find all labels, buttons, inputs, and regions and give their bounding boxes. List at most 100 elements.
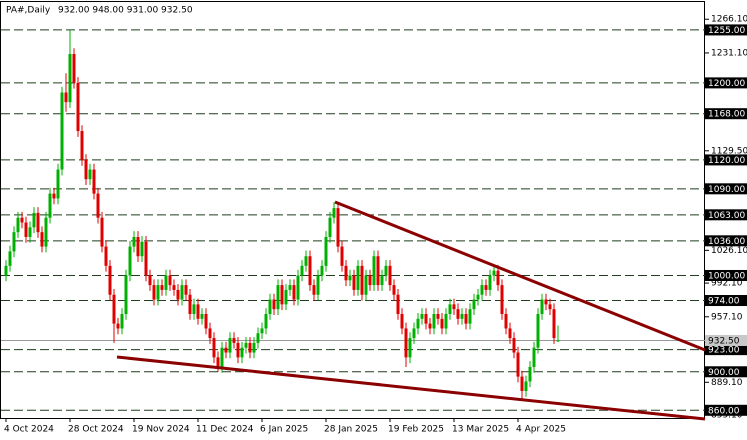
candle-body bbox=[412, 328, 416, 339]
price-box bbox=[705, 77, 747, 89]
candle-body bbox=[272, 299, 276, 310]
candle-body bbox=[296, 275, 300, 300]
x-tick-label: 13 Mar 2025 bbox=[452, 425, 509, 435]
candle-body bbox=[536, 314, 540, 348]
candle-body bbox=[308, 256, 312, 286]
candle-body bbox=[176, 289, 180, 300]
candle-body bbox=[116, 323, 120, 329]
candle-body bbox=[64, 92, 68, 103]
candle-body bbox=[328, 217, 332, 237]
candle-body bbox=[128, 246, 132, 276]
price-box bbox=[705, 295, 747, 307]
candle-body bbox=[92, 169, 96, 194]
candle-body bbox=[12, 232, 16, 252]
price-box bbox=[705, 183, 747, 195]
ohlc-text: 932.00 948.00 931.00 932.50 bbox=[58, 6, 193, 16]
candle-body bbox=[424, 314, 428, 324]
candle-body bbox=[548, 304, 552, 310]
candle-body bbox=[372, 256, 376, 286]
candle-body bbox=[148, 275, 152, 286]
candle-body bbox=[444, 314, 448, 329]
candle-body bbox=[108, 265, 112, 295]
x-tick-label: 28 Jan 2025 bbox=[324, 425, 378, 435]
upper-trendline bbox=[334, 200, 706, 352]
candle-body bbox=[464, 314, 468, 324]
candle-body bbox=[304, 256, 308, 266]
candle-body bbox=[112, 294, 116, 324]
candle-body bbox=[256, 333, 260, 343]
candle-body bbox=[156, 285, 160, 300]
candle-body bbox=[24, 222, 28, 237]
candle-body bbox=[152, 285, 156, 300]
price-box bbox=[705, 154, 747, 166]
candle-body bbox=[224, 347, 228, 353]
candle-body bbox=[264, 314, 268, 329]
candle-body bbox=[496, 270, 500, 286]
candle-body bbox=[124, 275, 128, 314]
candle-body bbox=[356, 265, 360, 290]
candle-body bbox=[480, 285, 484, 295]
candle-body bbox=[196, 304, 200, 319]
candle-body bbox=[240, 347, 244, 358]
candle-body bbox=[540, 299, 544, 314]
candle-body bbox=[376, 256, 380, 286]
y-tick-label: 1231.10 bbox=[711, 48, 747, 58]
candle-body bbox=[400, 314, 404, 329]
candle-body bbox=[280, 285, 284, 305]
candle-body bbox=[520, 376, 524, 392]
candle-body bbox=[136, 236, 140, 257]
price-box-label: 1000.00 bbox=[708, 271, 745, 281]
price-box-label: 1090.00 bbox=[708, 185, 745, 195]
x-tick-label: 28 Oct 2024 bbox=[68, 425, 124, 435]
candle-body bbox=[144, 241, 148, 276]
candle-body bbox=[448, 304, 452, 314]
candle-body bbox=[80, 131, 84, 160]
candle-body bbox=[360, 265, 364, 295]
price-box bbox=[705, 366, 747, 378]
x-tick-label: 11 Dec 2024 bbox=[196, 425, 254, 435]
price-box-label: 1036.00 bbox=[708, 237, 745, 247]
candle-body bbox=[336, 208, 340, 247]
candle-body bbox=[180, 285, 184, 300]
price-box-label: 932.50 bbox=[708, 336, 740, 346]
candle-body bbox=[192, 304, 196, 314]
price-box-label: 1255.00 bbox=[708, 26, 745, 36]
candle-body bbox=[268, 299, 272, 314]
candle-body bbox=[408, 338, 412, 358]
candle-body bbox=[248, 342, 252, 353]
lower-trendline bbox=[116, 355, 706, 421]
candle-body bbox=[416, 318, 420, 329]
candle-body bbox=[552, 309, 556, 339]
candle-body bbox=[504, 314, 508, 329]
candle-body bbox=[468, 309, 472, 324]
candle-body bbox=[292, 285, 296, 300]
candle-body bbox=[352, 275, 356, 290]
candle-body bbox=[420, 314, 424, 319]
candle-body bbox=[252, 342, 256, 353]
price-box-label: 900.00 bbox=[708, 368, 740, 378]
candle-body bbox=[8, 251, 12, 266]
x-tick-label: 19 Nov 2024 bbox=[132, 425, 190, 435]
candle-body bbox=[484, 285, 488, 290]
candle-body bbox=[396, 294, 400, 314]
y-tick-label: 992.10 bbox=[711, 279, 743, 289]
candle-body bbox=[4, 265, 8, 276]
price-box-label: 1168.00 bbox=[708, 110, 745, 120]
candle-body bbox=[316, 275, 320, 295]
candle-body bbox=[288, 285, 292, 290]
candle-body bbox=[160, 285, 164, 290]
x-tick-label: 6 Jan 2025 bbox=[260, 425, 308, 435]
price-box bbox=[705, 404, 747, 416]
candle-body bbox=[228, 338, 232, 353]
candle-body bbox=[332, 208, 336, 218]
price-box bbox=[705, 209, 747, 221]
candle-body bbox=[528, 366, 532, 382]
candle-body bbox=[384, 265, 388, 276]
candle-body bbox=[380, 275, 384, 286]
candle-body bbox=[368, 275, 372, 286]
candle-body bbox=[508, 328, 512, 339]
x-tick-label: 4 Oct 2024 bbox=[4, 425, 54, 435]
y-tick-label: 957.10 bbox=[711, 312, 743, 322]
candle-body bbox=[436, 314, 440, 319]
